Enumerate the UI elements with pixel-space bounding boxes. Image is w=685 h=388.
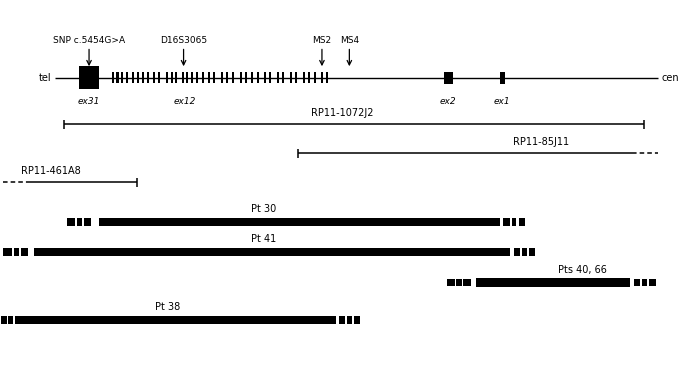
Bar <box>166 72 168 83</box>
Bar <box>175 72 177 83</box>
Bar <box>196 72 198 83</box>
Bar <box>649 279 656 286</box>
Bar <box>314 72 316 83</box>
Bar <box>240 72 242 83</box>
Bar <box>444 72 453 83</box>
Bar <box>277 72 279 83</box>
Bar <box>3 248 12 256</box>
Bar <box>182 72 184 83</box>
Bar <box>191 72 193 83</box>
Bar <box>137 72 139 83</box>
Text: Pt 38: Pt 38 <box>155 302 180 312</box>
Bar <box>147 72 149 83</box>
Text: ex1: ex1 <box>494 97 510 106</box>
Bar <box>99 218 500 226</box>
Bar <box>226 72 228 83</box>
Bar <box>326 72 328 83</box>
Text: D16S3065: D16S3065 <box>160 36 207 45</box>
Text: tel: tel <box>39 73 51 83</box>
Bar <box>512 218 516 226</box>
Bar <box>14 248 19 256</box>
Bar <box>295 72 297 83</box>
Text: RP11-461A8: RP11-461A8 <box>21 166 82 176</box>
Bar <box>514 248 520 256</box>
Bar <box>67 218 75 226</box>
Bar <box>15 316 336 324</box>
Bar <box>634 279 640 286</box>
Bar <box>79 66 99 89</box>
Bar <box>153 72 155 83</box>
Text: Pt 41: Pt 41 <box>251 234 276 244</box>
Bar <box>456 279 462 286</box>
Bar <box>257 72 259 83</box>
Text: MS2: MS2 <box>312 36 332 45</box>
Bar <box>303 72 305 83</box>
Bar <box>21 248 28 256</box>
Bar <box>522 248 527 256</box>
Text: Pts 40, 66: Pts 40, 66 <box>558 265 607 275</box>
Bar <box>503 218 510 226</box>
Text: ex2: ex2 <box>440 97 456 106</box>
Text: cen: cen <box>661 73 679 83</box>
Bar <box>290 72 292 83</box>
Bar <box>251 72 253 83</box>
Bar <box>77 218 82 226</box>
Bar <box>8 316 13 324</box>
Bar <box>308 72 310 83</box>
Bar <box>354 316 360 324</box>
Bar <box>321 72 323 83</box>
Bar <box>158 72 160 83</box>
Bar <box>186 72 188 83</box>
Text: SNP c.5454G>A: SNP c.5454G>A <box>53 36 125 45</box>
Bar <box>500 72 505 83</box>
Bar <box>519 218 525 226</box>
Text: RP11-85J11: RP11-85J11 <box>513 137 569 147</box>
Bar <box>1 316 7 324</box>
Text: MS4: MS4 <box>340 36 359 45</box>
Bar <box>202 72 204 83</box>
Bar <box>84 218 91 226</box>
Bar <box>476 278 630 287</box>
Text: RP11-1072J2: RP11-1072J2 <box>311 107 374 118</box>
Bar <box>339 316 345 324</box>
Text: Pt 30: Pt 30 <box>251 204 276 214</box>
Bar <box>269 72 271 83</box>
Text: ex12: ex12 <box>174 97 196 106</box>
Bar <box>126 72 128 83</box>
Bar <box>142 72 144 83</box>
Bar <box>171 72 173 83</box>
Bar <box>112 72 114 83</box>
Bar <box>121 72 123 83</box>
Bar <box>208 72 210 83</box>
Text: ex31: ex31 <box>78 97 100 106</box>
Bar <box>116 72 119 83</box>
Bar <box>132 72 134 83</box>
Bar <box>232 72 234 83</box>
Bar <box>282 72 284 83</box>
Bar <box>245 72 247 83</box>
Bar <box>34 248 510 256</box>
Bar <box>642 279 647 286</box>
Bar <box>347 316 352 324</box>
Bar <box>264 72 266 83</box>
Bar <box>529 248 535 256</box>
Bar <box>447 279 455 286</box>
Bar <box>213 72 215 83</box>
Bar <box>221 72 223 83</box>
Bar <box>463 279 471 286</box>
